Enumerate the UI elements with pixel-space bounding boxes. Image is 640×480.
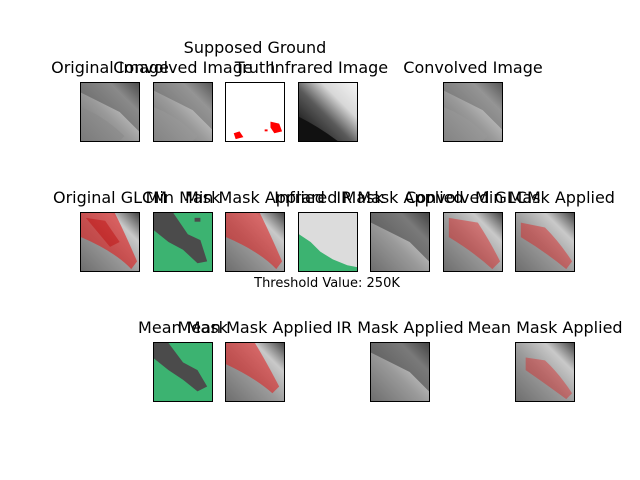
threshold-caption: Threshold Value: 250K	[254, 276, 400, 291]
convolved-glcm-title: Convolved GLCM	[405, 188, 541, 207]
ir-mask-applied-panel	[370, 212, 430, 272]
min-mask-applied-title: Min Mask Applied	[185, 188, 325, 207]
convolved-image-right-panel	[443, 82, 503, 142]
min-mask-applied-right-panel	[515, 212, 575, 272]
convolved-image-title: Convolved Image	[113, 58, 253, 77]
infrared-mask-panel	[298, 212, 358, 272]
ground-truth-title-line1: Supposed Ground	[183, 38, 327, 57]
original-image-panel	[80, 82, 140, 142]
mean-mask-applied-right-title: Mean Mask Applied	[467, 318, 623, 337]
mean-mask-applied-panel	[225, 342, 285, 402]
original-glcm-title: Original GLCM	[53, 188, 167, 207]
convolved-image-right-title: Convolved Image	[403, 58, 543, 77]
infrared-image-panel	[298, 82, 358, 142]
ir-mask-applied-row3-panel	[370, 342, 430, 402]
infrared-mask-title: Infrared Mask	[274, 188, 384, 207]
convolved-image-panel	[153, 82, 213, 142]
mean-mask-panel	[153, 342, 213, 402]
ir-mask-applied-row3-title: IR Mask Applied	[336, 318, 464, 337]
min-mask-applied-panel	[225, 212, 285, 272]
infrared-image-title: Infrared Image	[269, 58, 389, 77]
ground-truth-title-line2: Truth	[234, 58, 276, 77]
mean-mask-applied-title: Mean Mask Applied	[177, 318, 333, 337]
ir-mask-applied-title: IR Mask Applied	[336, 188, 464, 207]
original-glcm-panel	[80, 212, 140, 272]
mean-mask-applied-right-panel	[515, 342, 575, 402]
min-mask-title: Min Mask	[145, 188, 221, 207]
mean-mask-title: Mean Mask	[138, 318, 228, 337]
convolved-glcm-panel	[443, 212, 503, 272]
original-image-title: Original Image	[51, 58, 169, 77]
min-mask-applied-right-title: Min Mask Applied	[475, 188, 615, 207]
min-mask-panel	[153, 212, 213, 272]
ground-truth-panel	[225, 82, 285, 142]
